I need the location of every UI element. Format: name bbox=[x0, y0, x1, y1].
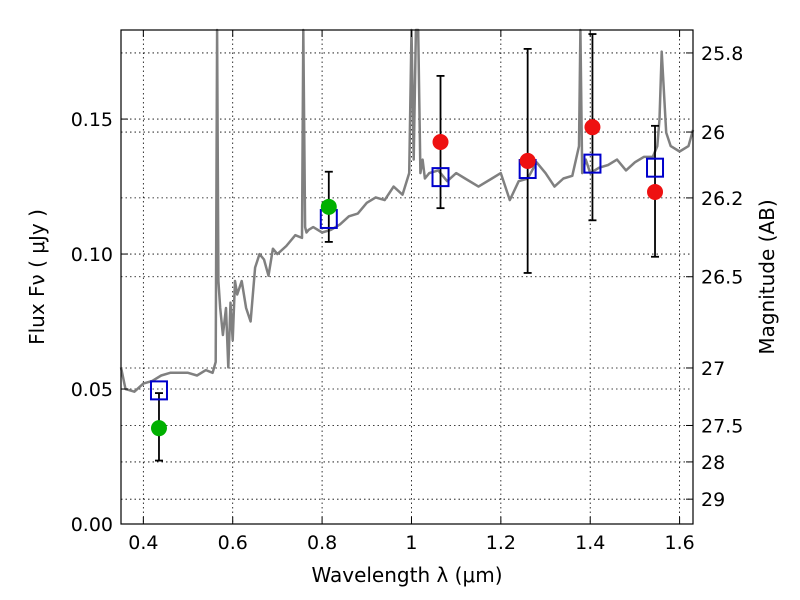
x-tick-label: 0.6 bbox=[218, 532, 248, 554]
spectrum-line bbox=[119, 28, 695, 393]
x-tick-label: 1 bbox=[405, 532, 417, 554]
green-data-point bbox=[320, 198, 337, 215]
x-tick-label: 1.6 bbox=[664, 532, 694, 554]
right-axis-label: Magnitude (AB) bbox=[755, 199, 779, 354]
markers-layer bbox=[149, 119, 665, 437]
y-axis-label: Flux Fν ( μJy ) bbox=[25, 209, 49, 345]
x-axis-label: Wavelength λ (μm) bbox=[311, 563, 502, 587]
model-square-point bbox=[646, 157, 665, 178]
y-tick-label: 0.15 bbox=[71, 109, 113, 131]
x-tick-label: 0.4 bbox=[128, 532, 158, 554]
right-tick-label: 25.8 bbox=[701, 43, 743, 65]
spectrum-layer bbox=[119, 28, 695, 393]
model-square-point bbox=[431, 167, 450, 188]
model-square-point bbox=[583, 153, 602, 174]
green-data-point bbox=[150, 420, 167, 437]
right-tick-label: 26 bbox=[701, 122, 725, 144]
red-data-point bbox=[647, 183, 664, 200]
x-tick-label: 1.4 bbox=[575, 532, 605, 554]
ticks-layer: 0.4 0.6 0.8 1 1.2 1.4 1.6 0.00 0.05 0.10 0.15 25.8 2… bbox=[71, 30, 743, 554]
red-data-point bbox=[432, 134, 449, 151]
red-data-point bbox=[519, 152, 536, 169]
y-tick-label: 0.05 bbox=[71, 379, 113, 401]
model-square-point bbox=[149, 380, 168, 401]
right-tick-label: 29 bbox=[701, 489, 725, 511]
y-tick-label: 0.10 bbox=[71, 244, 113, 266]
x-tick-label: 0.8 bbox=[307, 532, 337, 554]
right-tick-label: 28 bbox=[701, 452, 725, 474]
red-data-point bbox=[584, 119, 601, 136]
right-tick-label: 26.2 bbox=[701, 188, 743, 210]
y-tick-label: 0.00 bbox=[71, 514, 113, 536]
right-tick-label: 27.5 bbox=[701, 415, 743, 437]
x-tick-label: 1.2 bbox=[486, 532, 516, 554]
right-tick-label: 27 bbox=[701, 358, 725, 380]
right-tick-label: 26.5 bbox=[701, 267, 743, 289]
